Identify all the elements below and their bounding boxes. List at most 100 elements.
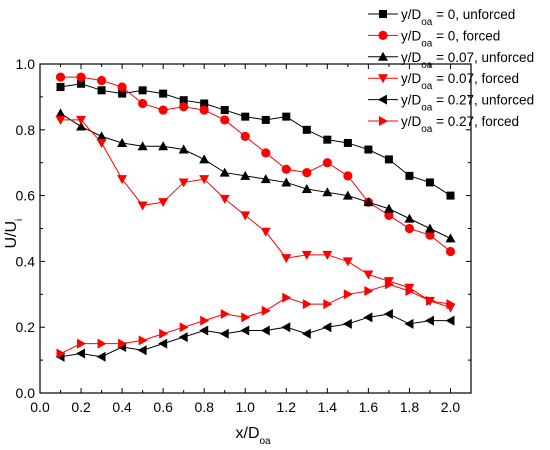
data-point bbox=[240, 131, 250, 141]
data-point bbox=[302, 167, 312, 178]
series-6 bbox=[56, 279, 456, 359]
series-layer bbox=[55, 72, 456, 362]
data-point bbox=[76, 115, 87, 125]
data-point bbox=[322, 250, 333, 260]
data-point bbox=[179, 102, 189, 112]
y-axis-label: U/Ui bbox=[3, 219, 25, 249]
data-point bbox=[96, 138, 107, 148]
data-point bbox=[405, 171, 414, 180]
data-point bbox=[301, 328, 311, 339]
x-tick-label: 2.0 bbox=[441, 399, 461, 415]
series-5 bbox=[55, 309, 455, 362]
data-point bbox=[404, 318, 414, 329]
data-point bbox=[55, 108, 66, 118]
data-point bbox=[425, 295, 435, 306]
data-point bbox=[138, 86, 147, 95]
data-point bbox=[342, 318, 352, 329]
data-point bbox=[179, 96, 188, 105]
data-point bbox=[199, 154, 210, 164]
data-point bbox=[384, 279, 394, 290]
data-point bbox=[281, 254, 292, 264]
data-point bbox=[240, 170, 251, 180]
x-tick-label: 1.8 bbox=[400, 399, 420, 415]
data-point bbox=[56, 348, 66, 359]
data-point bbox=[240, 211, 251, 221]
x-tick-label: 1.6 bbox=[359, 399, 379, 415]
data-point bbox=[117, 137, 128, 147]
data-point bbox=[219, 194, 230, 204]
data-point bbox=[219, 167, 230, 177]
data-point bbox=[424, 223, 435, 233]
data-point bbox=[363, 197, 374, 207]
data-point bbox=[404, 283, 415, 293]
data-point bbox=[137, 345, 147, 356]
data-point bbox=[260, 227, 271, 237]
data-point bbox=[363, 312, 373, 323]
data-point bbox=[384, 210, 394, 220]
data-point bbox=[220, 115, 230, 125]
data-point bbox=[282, 112, 291, 121]
x-tick-label: 0.8 bbox=[194, 399, 214, 415]
data-point bbox=[281, 322, 291, 333]
x-tick-label: 0.2 bbox=[71, 399, 91, 415]
data-point bbox=[220, 106, 229, 115]
data-point bbox=[159, 89, 168, 98]
data-point bbox=[302, 125, 311, 134]
data-point bbox=[241, 112, 250, 121]
data-point bbox=[260, 325, 270, 336]
data-point bbox=[322, 187, 333, 197]
data-point bbox=[178, 332, 188, 343]
data-point bbox=[323, 135, 332, 144]
data-point bbox=[178, 178, 189, 188]
y-tick-label: 0.0 bbox=[16, 385, 36, 401]
data-point bbox=[261, 305, 271, 316]
data-point bbox=[383, 203, 394, 213]
data-point bbox=[96, 131, 107, 141]
x-tick-label: 1.2 bbox=[277, 399, 297, 415]
data-point bbox=[118, 338, 128, 349]
data-point bbox=[342, 257, 353, 267]
data-point bbox=[404, 213, 415, 223]
legend-item-4: y/Doa = 0.07, forced bbox=[368, 71, 519, 92]
legend-marker bbox=[378, 94, 387, 105]
data-point bbox=[446, 191, 455, 200]
legend-label: y/Doa = 0.27, forced bbox=[401, 114, 519, 135]
data-point bbox=[445, 315, 455, 326]
data-point bbox=[117, 82, 127, 92]
series-1 bbox=[56, 79, 455, 200]
data-point bbox=[302, 299, 312, 310]
legend-item-6: y/Doa = 0.27, forced bbox=[368, 114, 519, 135]
data-point bbox=[138, 335, 148, 346]
series-2 bbox=[55, 72, 456, 257]
data-point bbox=[199, 175, 210, 185]
data-point bbox=[159, 328, 169, 339]
data-point bbox=[301, 184, 312, 194]
series-line bbox=[60, 112, 451, 239]
data-point bbox=[322, 158, 332, 168]
data-point bbox=[405, 286, 415, 297]
data-point bbox=[342, 190, 353, 200]
data-point bbox=[55, 72, 66, 82]
data-point bbox=[424, 315, 434, 326]
data-point bbox=[261, 115, 270, 124]
y-tick-label: 0.6 bbox=[16, 188, 36, 204]
data-point bbox=[199, 105, 209, 115]
legend-marker bbox=[378, 30, 388, 40]
legend-label: y/Doa = 0, unforced bbox=[401, 7, 515, 28]
data-point bbox=[158, 338, 168, 349]
data-point bbox=[364, 145, 373, 154]
data-point bbox=[137, 201, 148, 211]
data-point bbox=[301, 250, 312, 260]
series-line bbox=[60, 76, 451, 252]
data-point bbox=[261, 148, 271, 158]
data-point bbox=[117, 175, 128, 185]
data-point bbox=[55, 115, 66, 125]
data-point bbox=[137, 141, 148, 151]
data-point bbox=[323, 299, 333, 310]
legend-marker bbox=[378, 74, 388, 84]
data-point bbox=[404, 223, 415, 234]
data-point bbox=[76, 348, 86, 359]
data-point bbox=[383, 309, 393, 320]
